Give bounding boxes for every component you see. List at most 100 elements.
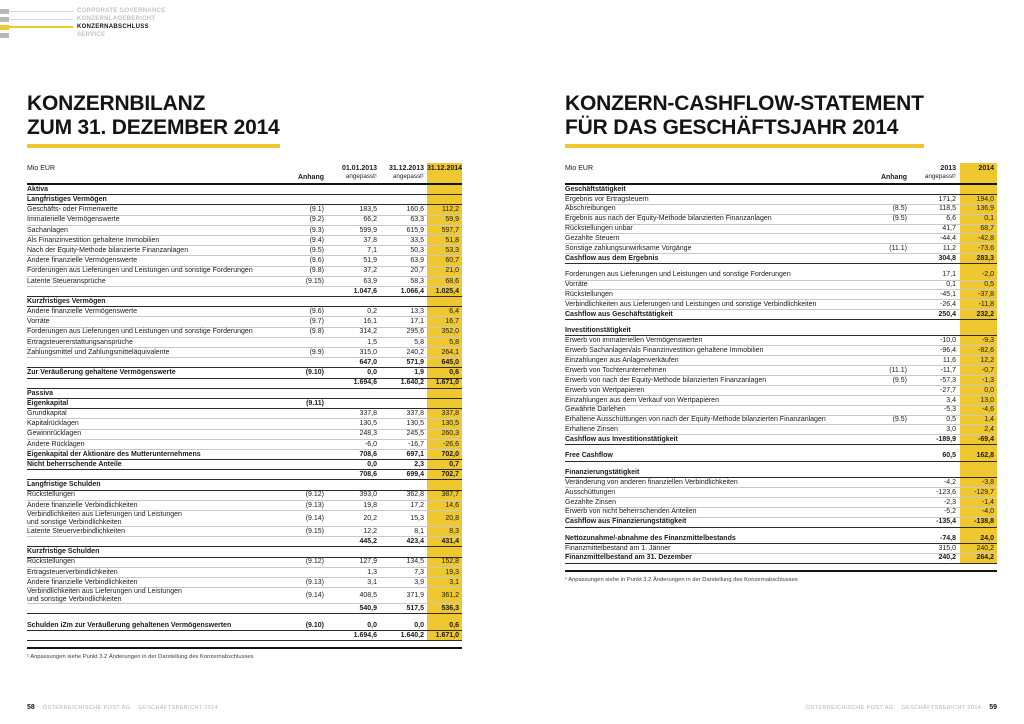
- value-cell: 16,7: [445, 318, 459, 326]
- value-cell: 37,2: [363, 267, 377, 275]
- table-row: Ausschüttungen -123,6 -129,7: [565, 488, 997, 498]
- row-label: Als Finanzinvestition gehaltene Immobili…: [27, 236, 160, 244]
- table-row: Gewinnrücklagen 248,3 245,5 260,3: [27, 430, 462, 440]
- value-cell: 423,4: [406, 538, 424, 546]
- value-cell: 264,2: [976, 554, 994, 562]
- table-row: Eigenkapital der Aktionäre des Mutterunt…: [27, 450, 462, 461]
- value-cell: 295,6: [406, 328, 424, 336]
- value-cell: 0,1: [946, 281, 956, 289]
- anhang-cell: (11.1): [889, 245, 907, 253]
- value-cell: 2,3: [414, 460, 424, 468]
- value-cell: 15,3: [410, 514, 424, 522]
- table-end-rule: [27, 647, 462, 650]
- table-row: Erwerb von Wertpapieren -27,7 0,0: [565, 386, 997, 396]
- value-cell: 1,5: [367, 338, 377, 346]
- anhang-cell: (9.14): [305, 591, 324, 599]
- table-row: Free Cashflow 60,5 162,8: [565, 452, 997, 462]
- value-cell: 3,1: [449, 578, 459, 586]
- value-cell: 645,0: [441, 359, 459, 367]
- table-row: Nettozunahme/-abnahme des Finanzmittelbe…: [565, 534, 997, 544]
- value-cell: 0,0: [367, 460, 377, 468]
- value-cell: 702,0: [441, 450, 459, 458]
- row-label: Finanzmittelbestand am 1. Jänner: [565, 544, 671, 552]
- table-row: Verbindlichkeiten aus Lieferungen und Le…: [565, 300, 997, 311]
- row-label: Nettozunahme/-abnahme des Finanzmittelbe…: [565, 534, 736, 542]
- footnote: ¹ Anpassungen siehe Punkt 3.2 Änderungen…: [27, 654, 254, 661]
- value-cell: -129,7: [974, 488, 994, 496]
- value-cell: -45,1: [940, 291, 956, 299]
- value-cell: -74,8: [940, 534, 956, 542]
- value-cell: 63,3: [410, 216, 424, 224]
- value-cell: 393,0: [359, 491, 377, 499]
- table-row: Langfristige Schulden: [27, 480, 462, 491]
- value-cell: -0,7: [981, 366, 994, 374]
- table-end-rule: [565, 569, 997, 572]
- table-row: Andere Rücklagen -6,0 -16,7 -26,6: [27, 440, 462, 450]
- table-row: Latente Steuerverbindlichkeiten (9.15) 12,…: [27, 527, 462, 538]
- table-row: Latente Steueransprüche (9.15) 63,9 58,3 68,…: [27, 277, 462, 287]
- value-cell: 13,3: [410, 308, 424, 316]
- value-cell: 0,7: [449, 460, 459, 468]
- value-cell: -11,7: [940, 366, 956, 374]
- value-cell: 130,5: [406, 420, 424, 428]
- nav-item: KONZERNLAGEBERICHT: [0, 15, 166, 23]
- value-cell: 540,9: [359, 604, 377, 612]
- row-label-line2: und sonstige Verbindlichkeiten: [27, 518, 122, 526]
- value-cell: 0,1: [984, 215, 994, 223]
- anhang-cell: (9.6): [309, 308, 324, 316]
- column-header-note: angepasst¹: [924, 173, 956, 180]
- table-row: Rückstellungen unbar 41,7 68,7: [565, 225, 997, 235]
- row-label: Nach der Equity-Methode bilanzierte Fina…: [27, 246, 189, 254]
- row-label: Kapitalrücklagen: [27, 420, 79, 428]
- table-row: Sachanlagen (9.3) 599,9 615,9 597,7: [27, 226, 462, 236]
- table-row: 1.694,6 1.640,2 1.671,0: [27, 631, 462, 642]
- row-label: Grundkapital: [27, 409, 67, 417]
- anhang-cell: (9.5): [892, 416, 907, 424]
- value-cell: 699,4: [406, 471, 424, 479]
- anhang-cell: (9.10): [305, 369, 324, 377]
- anhang-cell: (9.14): [305, 514, 324, 522]
- nav-item: KONZERNABSCHLUSS: [0, 23, 166, 31]
- nav-line: [9, 18, 73, 20]
- anhang-cell: (9.15): [305, 527, 324, 535]
- table-row: 708,6 699,4 702,7: [27, 470, 462, 481]
- value-cell: -5,2: [943, 508, 956, 516]
- value-cell: -11,8: [978, 300, 994, 308]
- table-row: Passiva: [27, 389, 462, 399]
- table-row: Sonstige zahlungsunwirksame Vorgänge (11.…: [565, 244, 997, 255]
- value-cell: 0,0: [367, 369, 377, 377]
- row-label: Erwerb von immateriellen Vermögenswerten: [565, 337, 703, 345]
- value-cell: 245,5: [406, 430, 424, 438]
- value-cell: 0,0: [414, 621, 424, 629]
- value-cell: 5,8: [414, 338, 424, 346]
- table-row: Cashflow aus dem Ergebnis 304,8 283,3: [565, 254, 997, 265]
- value-cell: 136,9: [976, 205, 994, 213]
- value-cell: 1.066,4: [400, 287, 424, 295]
- value-cell: 697,1: [406, 450, 424, 458]
- nav-item: SERVICE: [0, 31, 166, 39]
- value-cell: 60,7: [445, 257, 459, 265]
- nav-marker-icon: [0, 16, 9, 22]
- value-cell: 315,0: [359, 348, 377, 356]
- anhang-cell: (9.13): [305, 501, 324, 509]
- row-label: Verbindlichkeiten aus Lieferungen und Le…: [565, 300, 817, 308]
- table-row: Langfristiges Vermögen: [27, 195, 462, 206]
- value-cell: 53,3: [445, 246, 459, 254]
- table-body: Mio EUR Anhang 01.01.2013 angepasst¹ 31.12.2…: [27, 163, 462, 642]
- title-line1: KONZERNBILANZ: [27, 92, 206, 115]
- table-row: Cashflow aus Finanzierungstätigkeit -135,…: [565, 518, 997, 528]
- value-cell: 11,6: [942, 356, 956, 364]
- row-label: Free Cashflow: [565, 452, 613, 460]
- value-cell: 371,9: [406, 591, 424, 599]
- value-cell: 240,2: [406, 348, 424, 356]
- row-label: Ertragsteuererstattungsansprüche: [27, 338, 133, 346]
- nav-label: SERVICE: [77, 32, 106, 38]
- anhang-cell: (9.8): [309, 328, 324, 336]
- value-cell: 248,3: [359, 430, 377, 438]
- row-label: Sachanlagen: [27, 226, 68, 234]
- value-cell: 1.671,0: [435, 379, 459, 387]
- anhang-cell: (9.3): [309, 226, 324, 234]
- anhang-cell: (9.10): [305, 621, 324, 629]
- value-cell: 59,9: [445, 216, 459, 224]
- value-cell: 315,0: [938, 544, 956, 552]
